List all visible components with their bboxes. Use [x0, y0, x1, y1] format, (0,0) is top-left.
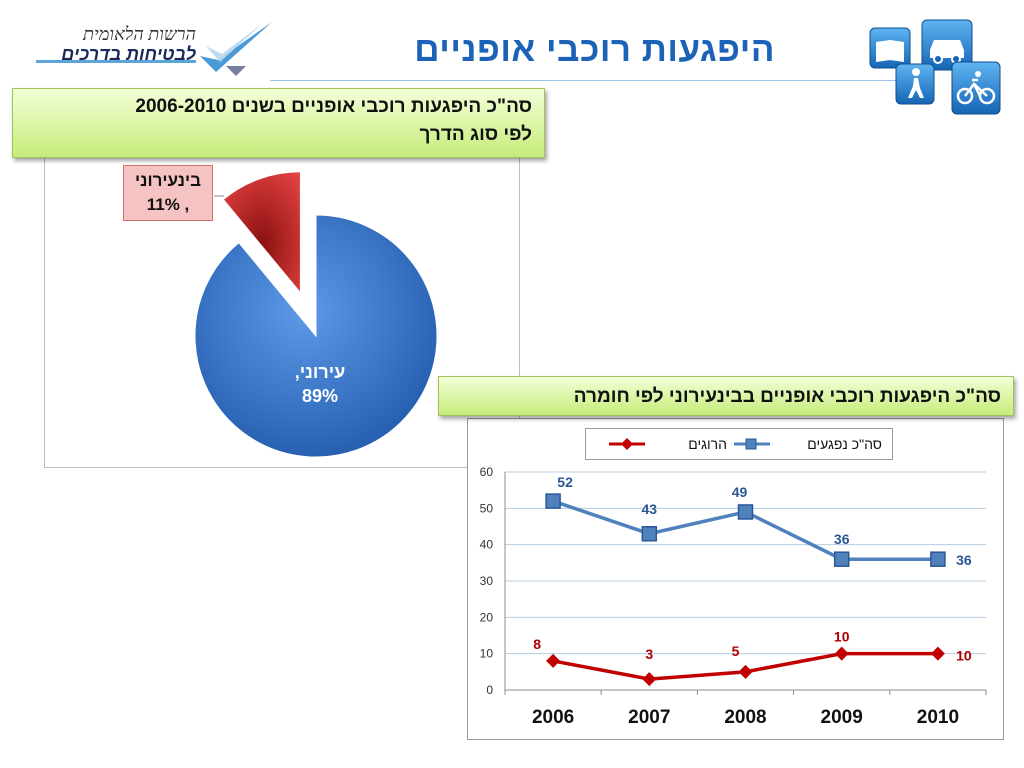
data-label: 3: [645, 646, 653, 662]
data-label: 10: [956, 648, 972, 664]
line-callout: סה"כ היפגעות רוכבי אופניים בבינעירוני לפ…: [438, 376, 1014, 416]
logo-checkmark-icon: [200, 22, 272, 76]
pie-data-label-urban: עירוני, 89%: [260, 360, 380, 408]
data-point: [545, 493, 561, 509]
logo-line-1: הרשות הלאומית: [83, 24, 196, 44]
data-point: [738, 664, 753, 679]
data-point: [546, 653, 561, 668]
logo-text: הרשות הלאומית לבטיחות בדרכים: [61, 24, 196, 64]
y-tick-label: 30: [480, 574, 494, 588]
legend-swatch-total: [734, 438, 770, 450]
chart-legend: סה"כ נפגעים הרוגים: [585, 428, 893, 460]
x-tick-label: 2010: [917, 707, 959, 728]
legend-label-total: סה"כ נפגעים: [807, 436, 882, 452]
pedestrian-icon: [895, 63, 935, 105]
data-label: 36: [834, 531, 850, 547]
pie-slice-urban: [194, 214, 438, 458]
x-tick-label: 2008: [724, 707, 766, 728]
pie-label-intercity-value: , 11%: [146, 195, 190, 214]
y-tick-label: 50: [480, 501, 494, 515]
y-tick-label: 10: [480, 647, 494, 661]
logo-underline: [36, 60, 196, 63]
logo-line-2: לבטיחות בדרכים: [61, 44, 196, 64]
data-point: [642, 672, 657, 687]
data-point: [833, 551, 850, 567]
legend-item-fatalities: הרוגים: [607, 435, 727, 453]
x-tick-label: 2007: [628, 707, 670, 728]
data-label: 49: [732, 484, 748, 500]
pie-callout: סה"כ היפגעות רוכבי אופניים בשנים 2006-20…: [12, 88, 545, 158]
pie-callout-line-1: סה"כ היפגעות רוכבי אופניים בשנים 2006-20…: [135, 96, 532, 117]
pie-label-intercity-name: בינעירוני: [134, 171, 202, 190]
legend-item-total: סה"כ נפגעים: [732, 435, 882, 453]
data-point: [641, 526, 658, 542]
y-tick-label: 40: [480, 538, 494, 552]
data-label: 10: [834, 629, 850, 645]
data-label: 8: [533, 636, 541, 652]
legend-label-fatalities: הרוגים: [688, 436, 727, 452]
legend-swatch-fatalities: [609, 438, 645, 450]
data-label: 52: [557, 474, 573, 490]
pie-data-label-intercity: בינעירוני , 11%: [123, 165, 213, 221]
data-label: 5: [732, 643, 740, 659]
y-tick-label: 20: [480, 610, 494, 624]
title-divider: [270, 80, 910, 81]
y-tick-label: 0: [486, 683, 493, 697]
book-icon: [869, 27, 911, 69]
pie-label-urban-value: 89%: [301, 386, 339, 406]
pie-slice-intercity: [222, 171, 301, 295]
x-tick-label: 2009: [821, 707, 863, 728]
data-label: 36: [956, 552, 972, 568]
y-tick-label: 60: [480, 465, 494, 479]
pie-label-urban-name: עירוני,: [294, 362, 346, 382]
bicycle-icon: [951, 61, 1001, 115]
data-point: [737, 504, 754, 520]
page-title: היפגעות רוכבי אופניים: [414, 30, 775, 69]
road-user-icons: [869, 19, 1001, 115]
data-label: 43: [642, 501, 658, 517]
car-icon: [921, 19, 973, 71]
data-point: [834, 646, 849, 661]
data-point: [930, 551, 946, 567]
data-point: [930, 646, 945, 661]
x-tick-label: 2006: [532, 707, 574, 728]
logo: הרשות הלאומית לבטיחות בדרכים: [28, 16, 272, 78]
pie-callout-line-2: לפי סוג הדרך: [419, 124, 533, 145]
